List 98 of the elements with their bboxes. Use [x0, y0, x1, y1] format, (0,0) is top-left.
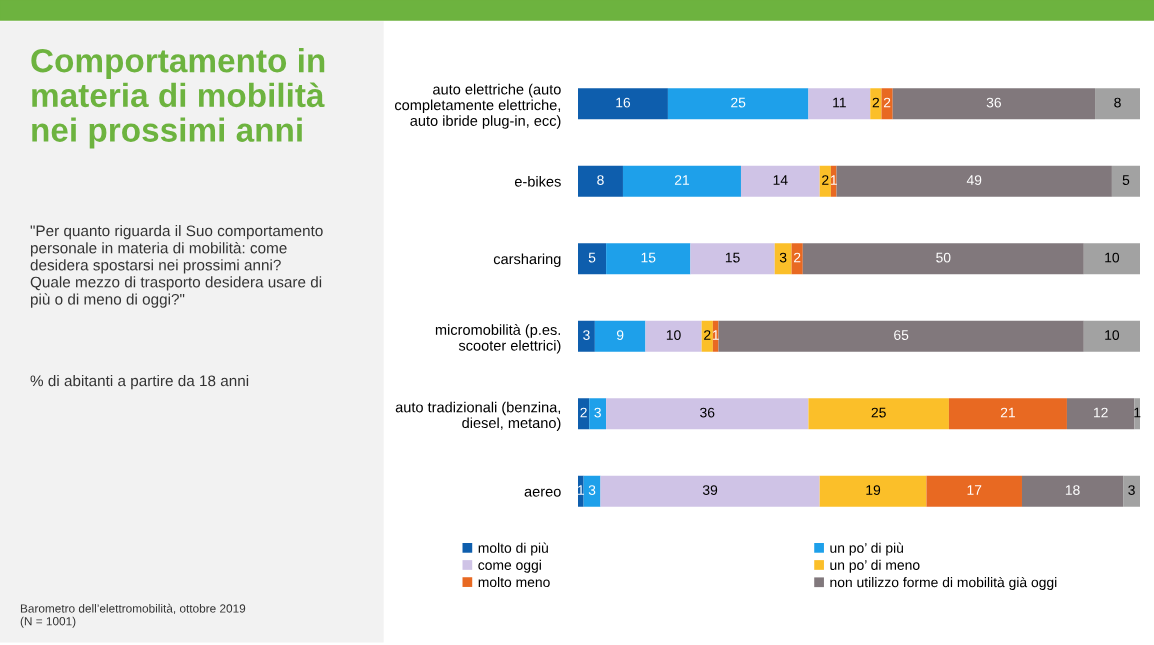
text: Barometro dell’elettromobilità, ottobre 2019 (N = 1001) — [20, 603, 246, 628]
text: Comportamento in materia di mobilità nei prossimi anni — [31, 48, 325, 149]
data-label: 12 — [1094, 407, 1108, 418]
data-label: 3 — [1128, 485, 1135, 495]
y-tick-label: aereo — [524, 488, 561, 497]
data-label: 10 — [666, 330, 681, 340]
data-label: 1 — [712, 330, 719, 340]
data-label: 39 — [702, 485, 718, 495]
data-label: 21 — [1000, 407, 1015, 418]
legend-label: non utilizzo forme di mobilità già oggi — [830, 576, 1057, 590]
bar — [690, 243, 775, 275]
bar — [622, 165, 741, 197]
y-tick-label: carsharing — [493, 253, 561, 268]
bar — [712, 320, 719, 352]
data-label: 17 — [967, 485, 982, 495]
bar — [606, 243, 691, 275]
bar — [881, 88, 893, 120]
data-label: 49 — [966, 175, 982, 185]
bar — [583, 475, 601, 507]
bar — [926, 475, 1022, 507]
bar — [578, 243, 607, 275]
bar — [802, 243, 1084, 275]
bar — [645, 320, 702, 352]
bar — [808, 398, 949, 430]
legend-label: molto meno — [478, 576, 550, 588]
data-label: 8 — [597, 175, 604, 185]
bar — [1083, 243, 1140, 275]
bar — [578, 475, 584, 507]
data-label: 25 — [731, 97, 746, 108]
legend-label: un po’ di meno — [830, 559, 920, 573]
data-label: 2 — [883, 97, 891, 108]
data-label: 9 — [616, 330, 624, 340]
data-label: 11 — [833, 97, 846, 108]
legend-label: molto di più — [478, 542, 548, 556]
data-label: 2 — [822, 175, 829, 185]
data-label: 15 — [641, 252, 656, 263]
data-label: 19 — [866, 485, 881, 495]
bar — [870, 88, 882, 120]
bar — [1111, 165, 1140, 197]
data-label: 1 — [578, 485, 584, 495]
text: % di abitanti a partire da 18 anni — [30, 375, 249, 390]
text: "Per quanto riguarda il Suo comportamento personale in materia di mobilità: come desidera spostarsi nei prossimi anni? Quale mezzo di trasporto desidera usare di più o di meno di oggi?" — [30, 225, 323, 308]
data-label: 16 — [616, 97, 631, 108]
data-label: 65 — [894, 330, 909, 340]
data-label: 5 — [588, 252, 596, 263]
data-label: 2 — [580, 407, 587, 418]
bar — [578, 398, 590, 430]
bar — [1123, 475, 1140, 507]
bar — [718, 320, 1084, 352]
bar — [606, 398, 809, 430]
data-label: 3 — [594, 407, 601, 418]
data-label: 15 — [725, 252, 740, 263]
bar — [600, 475, 820, 507]
legend-label: un po’ di più — [830, 542, 903, 556]
bar — [740, 165, 820, 197]
bar — [892, 88, 1096, 120]
data-label: 18 — [1065, 485, 1080, 495]
data-label: 25 — [871, 407, 886, 418]
data-label: 36 — [986, 97, 1001, 108]
bar — [589, 398, 607, 430]
data-label: 2 — [704, 330, 711, 340]
bar — [819, 475, 927, 507]
bar — [1021, 475, 1124, 507]
data-label: 2 — [794, 252, 801, 263]
bar — [701, 320, 713, 352]
bar — [836, 165, 1112, 197]
data-label: 1 — [830, 175, 837, 185]
data-label: 8 — [1114, 97, 1121, 108]
y-tick-label: auto elettriche (auto completamente elettriche, auto ibride plug-in, ecc) — [394, 83, 561, 129]
bar — [808, 88, 871, 120]
data-label: 2 — [872, 97, 880, 108]
data-label: 3 — [779, 252, 787, 263]
bar — [774, 243, 792, 275]
y-tick-label: auto tradizionali (benzina, diesel, metano) — [395, 401, 561, 431]
y-tick-label: micromobilità (p.es. scooter elettrici) — [435, 324, 561, 354]
bar — [948, 398, 1067, 430]
legend-label: come oggi — [478, 559, 541, 573]
data-label: 5 — [1122, 175, 1130, 185]
bar — [1066, 398, 1135, 430]
data-label: 14 — [773, 175, 788, 185]
bar — [578, 320, 595, 352]
bar — [1083, 320, 1140, 352]
data-label: 50 — [936, 252, 951, 263]
bar — [819, 165, 831, 197]
bar — [667, 88, 809, 120]
bar — [578, 165, 623, 197]
bar — [594, 320, 646, 352]
data-label: 10 — [1105, 252, 1120, 263]
data-label: 36 — [700, 407, 715, 418]
data-label: 3 — [588, 485, 596, 495]
bar — [578, 88, 668, 120]
data-label: 21 — [674, 175, 690, 185]
y-tick-label: e-bikes — [514, 175, 561, 187]
bar — [830, 165, 837, 197]
bar — [1095, 88, 1140, 120]
data-label: 3 — [583, 330, 590, 340]
bar — [791, 243, 803, 275]
data-label: 10 — [1105, 330, 1120, 340]
